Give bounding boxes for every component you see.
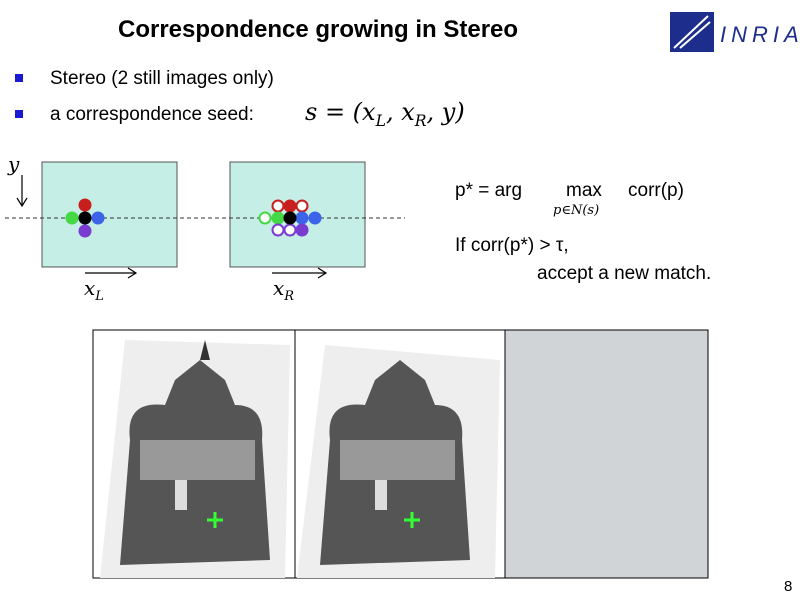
logo-text: INRIA — [720, 22, 800, 47]
empty-panel — [504, 329, 709, 579]
action: accept a new match. — [537, 263, 712, 284]
seed-formula: s = (xL, xR, y) — [305, 98, 465, 130]
argmax-sub: p∈N(s) — [553, 203, 600, 218]
left-seed — [65, 198, 105, 238]
bullet-mark — [15, 110, 23, 118]
right-neighbours — [258, 199, 322, 237]
axis-arrows — [16, 175, 328, 279]
page-number: 8 — [784, 578, 793, 595]
bullet: Stereo (2 still images only) — [50, 68, 274, 89]
argmax-lhs: p* = arg — [455, 180, 523, 201]
logo-mark — [670, 12, 714, 52]
bullet: a correspondence seed: — [50, 104, 254, 125]
bullet-mark — [15, 74, 23, 82]
condition: If corr(p*) > τ, — [455, 235, 569, 256]
y-axis-label: y — [8, 152, 20, 176]
title: Correspondence growing in Stereo — [118, 16, 519, 43]
left-photo — [100, 340, 290, 578]
xl-axis-label: xL — [84, 276, 104, 304]
left-image-box — [41, 161, 178, 268]
argmax-op: max — [566, 180, 602, 201]
right-photo — [297, 345, 500, 578]
argmax-rhs: corr(p) — [628, 180, 684, 201]
xr-axis-label: xR — [273, 276, 295, 304]
